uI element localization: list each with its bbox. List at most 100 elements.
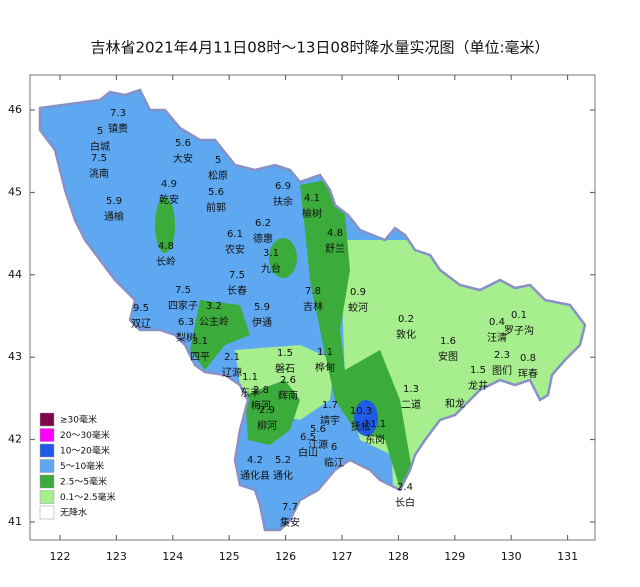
station-value: 2.9 bbox=[259, 405, 275, 416]
station-value: 7.5 bbox=[175, 285, 191, 296]
station-value: 1.1 bbox=[317, 347, 333, 358]
area-2.5-5 bbox=[300, 180, 412, 495]
station-value: 2.4 bbox=[397, 482, 413, 493]
station-value: 3.1 bbox=[192, 336, 208, 347]
station-value: 3.2 bbox=[206, 301, 222, 312]
station-value: 2.8 bbox=[253, 385, 269, 396]
lat-tick-label: 45 bbox=[8, 185, 22, 198]
legend-label: 5～10毫米 bbox=[60, 460, 104, 472]
station-name: 长岭 bbox=[156, 255, 176, 268]
station-value: 7.7 bbox=[282, 502, 298, 513]
station-value: 0.9 bbox=[350, 287, 366, 298]
legend-swatch bbox=[39, 412, 55, 427]
lon-tick-label: 131 bbox=[557, 550, 578, 563]
station-name: 蛟河 bbox=[348, 301, 368, 314]
area-2.5-5 bbox=[245, 380, 300, 445]
station-value: 2.1 bbox=[224, 352, 240, 363]
lat-tick-label: 46 bbox=[8, 103, 22, 116]
station-value: 11.1 bbox=[364, 419, 386, 430]
station-name: 双辽 bbox=[131, 318, 151, 330]
station-value: 1.1 bbox=[242, 372, 258, 383]
lon-tick-label: 127 bbox=[332, 550, 353, 563]
station-name: 洮南 bbox=[89, 167, 109, 180]
station-name: 辉南 bbox=[278, 389, 298, 402]
station-name: 白城 bbox=[90, 140, 110, 153]
station-name: 珲春 bbox=[518, 368, 538, 380]
legend-label: 2.5～5毫米 bbox=[60, 476, 107, 488]
station-name: 梅河 bbox=[251, 399, 271, 412]
legend-swatch bbox=[39, 428, 55, 442]
lon-tick-label: 128 bbox=[388, 550, 409, 563]
station-value: 6.5 bbox=[300, 432, 316, 443]
station-value: 6 bbox=[331, 442, 337, 453]
lon-tick-label: 129 bbox=[444, 550, 465, 563]
legend-swatch bbox=[39, 459, 55, 473]
station-name: 通化 bbox=[273, 469, 293, 482]
lon-tick-label: 123 bbox=[106, 550, 127, 563]
legend-label: 20～30毫米 bbox=[60, 429, 110, 441]
station-value: 0.1 bbox=[511, 310, 527, 321]
lon-tick-label: 130 bbox=[501, 550, 522, 563]
station-name: 伊通 bbox=[252, 317, 272, 329]
station-name: 白山 bbox=[298, 446, 318, 459]
station-name: 四平 bbox=[190, 352, 210, 363]
station-value: 1.7 bbox=[322, 400, 338, 411]
station-value: 5.9 bbox=[106, 196, 122, 207]
station-name: 龙井 bbox=[468, 379, 488, 392]
station-value: 2.3 bbox=[494, 350, 510, 361]
station-name: 安图 bbox=[438, 350, 458, 363]
station-value: 1.5 bbox=[470, 365, 486, 376]
station-name: 汪清 bbox=[487, 331, 507, 344]
lon-tick-label: 122 bbox=[50, 550, 71, 563]
station-value: 0.2 bbox=[398, 314, 414, 325]
station-value: 5.2 bbox=[275, 455, 291, 466]
station-name: 罗子沟 bbox=[504, 324, 534, 337]
map-frame bbox=[29, 74, 596, 541]
station-value: 3.1 bbox=[263, 248, 279, 259]
station-value: 5.6 bbox=[310, 424, 326, 435]
station-name: 梨树 bbox=[176, 331, 196, 344]
legend-label: 10～20毫米 bbox=[60, 445, 110, 457]
lon-tick-label: 126 bbox=[275, 550, 296, 563]
lat-tick-label: 43 bbox=[8, 350, 22, 363]
area-10-20 bbox=[354, 400, 378, 436]
station-name: 前郭 bbox=[206, 201, 226, 214]
station-value: 4.8 bbox=[158, 241, 174, 252]
area-2.5-5 bbox=[155, 197, 175, 253]
station-name: 辽源 bbox=[222, 366, 242, 379]
station-value: 4.9 bbox=[161, 179, 177, 190]
station-name: 靖宇 bbox=[320, 414, 340, 427]
station-name: 公主岭 bbox=[199, 315, 229, 328]
legend-swatch bbox=[39, 474, 55, 489]
station-value: 5 bbox=[215, 155, 221, 166]
legend-label: 0.1～2.5毫米 bbox=[60, 491, 116, 503]
station-name: 松原 bbox=[208, 169, 228, 182]
station-name: 四家子 bbox=[168, 299, 198, 312]
station-value: 0.4 bbox=[489, 317, 505, 328]
lat-tick-label: 42 bbox=[8, 433, 22, 446]
station-name: 柳河 bbox=[257, 419, 277, 432]
station-name: 吉林 bbox=[303, 300, 323, 313]
station-name: 榆树 bbox=[302, 207, 322, 220]
station-name: 临江 bbox=[324, 456, 344, 469]
station-value: 7.3 bbox=[110, 108, 126, 119]
station-name: 长春 bbox=[227, 285, 247, 297]
station-name: 通榆 bbox=[104, 210, 124, 223]
station-value: 4.8 bbox=[327, 228, 343, 239]
lon-tick-label: 125 bbox=[219, 550, 240, 563]
station-value: 10.3 bbox=[350, 406, 372, 417]
station-value: 4.2 bbox=[247, 455, 263, 466]
station-name: 德惠 bbox=[253, 232, 273, 245]
station-name: 集安 bbox=[280, 516, 300, 529]
station-value: 6.9 bbox=[275, 181, 291, 192]
station-name: 江源 bbox=[308, 438, 328, 451]
station-name: 桦甸 bbox=[315, 361, 335, 374]
legend-swatch bbox=[39, 490, 55, 504]
station-value: 7.5 bbox=[229, 270, 245, 281]
station-name: 图们 bbox=[492, 364, 512, 377]
area-2.5-5 bbox=[269, 238, 297, 278]
lon-tick-label: 124 bbox=[162, 550, 183, 563]
station-name: 通化县 bbox=[240, 469, 270, 482]
station-name: 磐石 bbox=[275, 362, 295, 375]
station-name: 镇赉 bbox=[108, 122, 128, 135]
